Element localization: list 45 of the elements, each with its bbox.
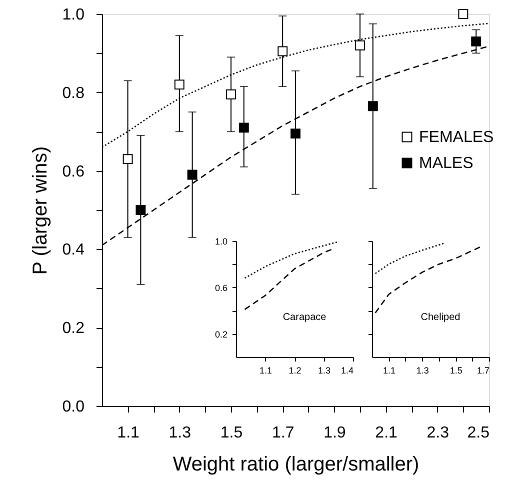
line-series <box>244 248 334 310</box>
y-tick-label: 0.6 <box>62 163 85 180</box>
point <box>136 205 146 215</box>
point <box>238 122 249 133</box>
line-series <box>244 242 338 279</box>
point <box>278 46 288 56</box>
y-tick-label: 0.4 <box>62 242 85 259</box>
point <box>458 9 468 19</box>
x-tick-label: 1.2 <box>288 366 302 376</box>
x-tick-label: 1.7 <box>476 366 490 376</box>
x-tick-label: 2.5 <box>467 424 490 442</box>
x-tick-label: 1.3 <box>168 424 192 442</box>
point <box>355 40 365 50</box>
y-tick-label: 0.0 <box>62 398 85 416</box>
point <box>226 89 236 100</box>
x-tick-label: 1.3 <box>318 366 331 376</box>
y-tick-label: 0.2 <box>214 329 228 340</box>
y-tick-label: 0.2 <box>62 320 85 338</box>
x-tick-label: 1.9 <box>324 424 346 442</box>
legend-label: MALES <box>419 155 474 172</box>
x-tick-label: 1.3 <box>416 366 429 376</box>
y-tick-label: 0.8 <box>62 84 85 102</box>
x-tick-label: 1.5 <box>450 366 462 376</box>
x-tick-label: 1.4 <box>340 366 354 376</box>
y-tick-label: 0.6 <box>214 282 228 293</box>
x-tick-label: 2.1 <box>375 424 398 442</box>
y-tick-label: 1.0 <box>62 6 85 24</box>
annotation: Carapace <box>282 312 327 323</box>
point <box>471 36 482 46</box>
point <box>290 128 300 139</box>
x-tick-label: 2.3 <box>426 424 450 442</box>
point <box>187 170 198 180</box>
x-tick-label: 1.5 <box>220 424 243 442</box>
x-tick-label: 1.1 <box>117 424 140 442</box>
x-tick-label: 1.1 <box>259 366 272 376</box>
annotation: Cheliped <box>420 312 460 323</box>
point <box>174 80 184 90</box>
x-tick-label: 1.1 <box>382 366 396 376</box>
x-axis-title: Weight ratio (larger/smaller) <box>172 454 420 476</box>
point <box>368 101 378 112</box>
x-tick-label: 1.7 <box>272 424 294 442</box>
y-axis-title: P (larger wins) <box>29 146 52 275</box>
legend-label: FEMALES <box>419 129 494 146</box>
point <box>122 154 133 164</box>
y-tick-label: 1.0 <box>214 236 228 246</box>
